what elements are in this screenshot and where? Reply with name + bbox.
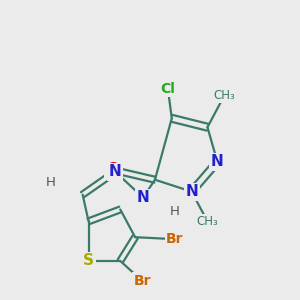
- Text: H: H: [46, 176, 56, 189]
- Text: O: O: [106, 162, 119, 177]
- Text: N: N: [109, 164, 122, 179]
- Text: CH₃: CH₃: [196, 215, 218, 228]
- Text: S: S: [83, 254, 94, 268]
- Text: Cl: Cl: [160, 82, 175, 96]
- Text: H: H: [170, 205, 180, 218]
- Text: CH₃: CH₃: [213, 89, 235, 102]
- Text: N: N: [211, 154, 224, 169]
- Text: Br: Br: [166, 232, 184, 246]
- Text: Br: Br: [133, 274, 151, 288]
- Text: N: N: [185, 184, 198, 199]
- Text: N: N: [137, 190, 149, 205]
